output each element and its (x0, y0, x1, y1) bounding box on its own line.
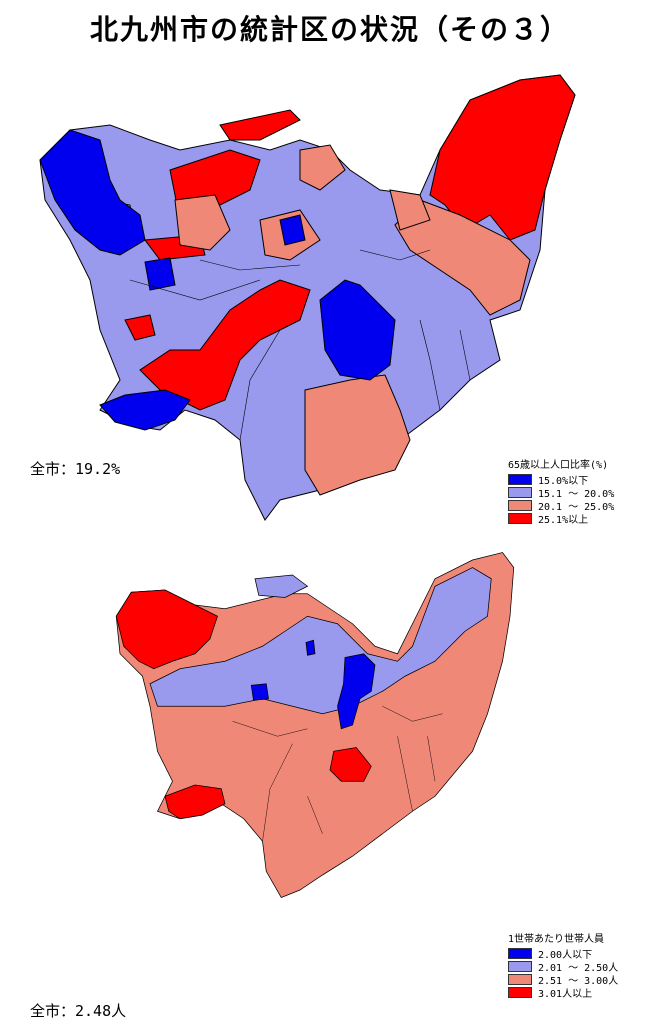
region-red (329, 747, 372, 782)
legend-swatch (508, 474, 532, 485)
page-title: 北九州市の統計区の状況（その３） (89, 13, 570, 46)
region-salmon (174, 194, 231, 251)
region-lavender (149, 567, 492, 715)
region-red (429, 74, 576, 241)
top-map-total: 全市：19.2% (30, 460, 121, 478)
legend-swatch (508, 961, 532, 972)
region-blue (279, 214, 306, 246)
bottom-map-legend: 1世帯あたり世帯人員 2.00人以下 2.01 ～ 2.50人 2.51 ～ 3… (508, 930, 619, 1000)
district-boundaries (129, 249, 471, 441)
legend-label: 20.1 ～ 25.0% (538, 502, 615, 513)
legend-label: 2.00人以下 (538, 950, 593, 961)
region-blue (99, 389, 191, 431)
top-map-legend: 65歳以上人口比率(%) 15.0%以下 15.1 ～ 20.0% 20.1 ～… (508, 456, 615, 526)
legend-title: 65歳以上人口比率(%) (508, 460, 609, 471)
region-red (115, 589, 218, 670)
legend-item: 15.0%以下 (508, 473, 614, 487)
bottom-map-total: 全市：2.48人 (30, 1002, 127, 1020)
legend-swatch (508, 500, 532, 511)
legend-label: 25.1%以上 (538, 515, 589, 526)
legend-item: 2.01 ～ 2.50人 (508, 960, 619, 974)
region-blue (250, 683, 269, 701)
legend-item: 2.51 ～ 3.00人 (508, 973, 619, 987)
region-salmon (394, 199, 531, 316)
legend-swatch (508, 513, 532, 524)
legend-swatch (508, 948, 532, 959)
legend-label: 15.1 ～ 20.0% (538, 489, 615, 500)
legend-swatch (508, 487, 532, 498)
legend-item: 2.00人以下 (508, 947, 618, 961)
legend-swatch (508, 987, 532, 998)
region-red (124, 314, 156, 341)
legend-item: 25.1%以上 (508, 512, 614, 526)
region-blue (305, 639, 316, 656)
legend-label: 15.0%以下 (538, 476, 589, 487)
region-blue (337, 653, 376, 730)
elderly-ratio-map (39, 74, 576, 521)
legend-label: 2.51 ～ 3.00人 (538, 976, 619, 987)
legend-item: 20.1 ～ 25.0% (508, 499, 615, 513)
region-blue (144, 257, 176, 291)
legend-title: 1世帯あたり世帯人員 (508, 934, 605, 945)
region-red (164, 784, 226, 820)
region-red (139, 279, 311, 411)
household-size-map (115, 552, 515, 898)
region-red (219, 109, 301, 141)
region-blue (319, 279, 396, 381)
region-lavender (254, 574, 309, 598)
legend-item: 3.01人以上 (508, 986, 618, 1000)
legend-label: 2.01 ～ 2.50人 (538, 963, 619, 974)
district-boundaries (232, 706, 443, 842)
region-blue (39, 129, 146, 256)
region-salmon (299, 144, 346, 191)
region-salmon (389, 189, 431, 231)
city-outline (115, 552, 515, 898)
legend-label: 3.01人以上 (538, 989, 593, 1000)
legend-swatch (508, 974, 532, 985)
legend-item: 15.1 ～ 20.0% (508, 486, 615, 500)
